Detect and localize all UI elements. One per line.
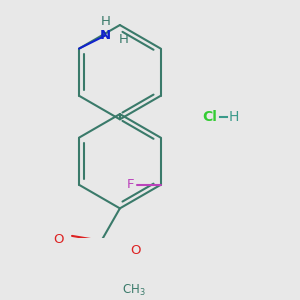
Text: H: H (100, 15, 110, 28)
Text: CH$_3$: CH$_3$ (122, 283, 146, 298)
Text: O: O (130, 244, 141, 257)
Text: H: H (118, 33, 128, 46)
Text: N: N (100, 29, 111, 42)
Text: F: F (127, 178, 134, 191)
Text: H: H (229, 110, 239, 124)
Text: Cl: Cl (202, 110, 217, 124)
Text: O: O (53, 233, 64, 246)
